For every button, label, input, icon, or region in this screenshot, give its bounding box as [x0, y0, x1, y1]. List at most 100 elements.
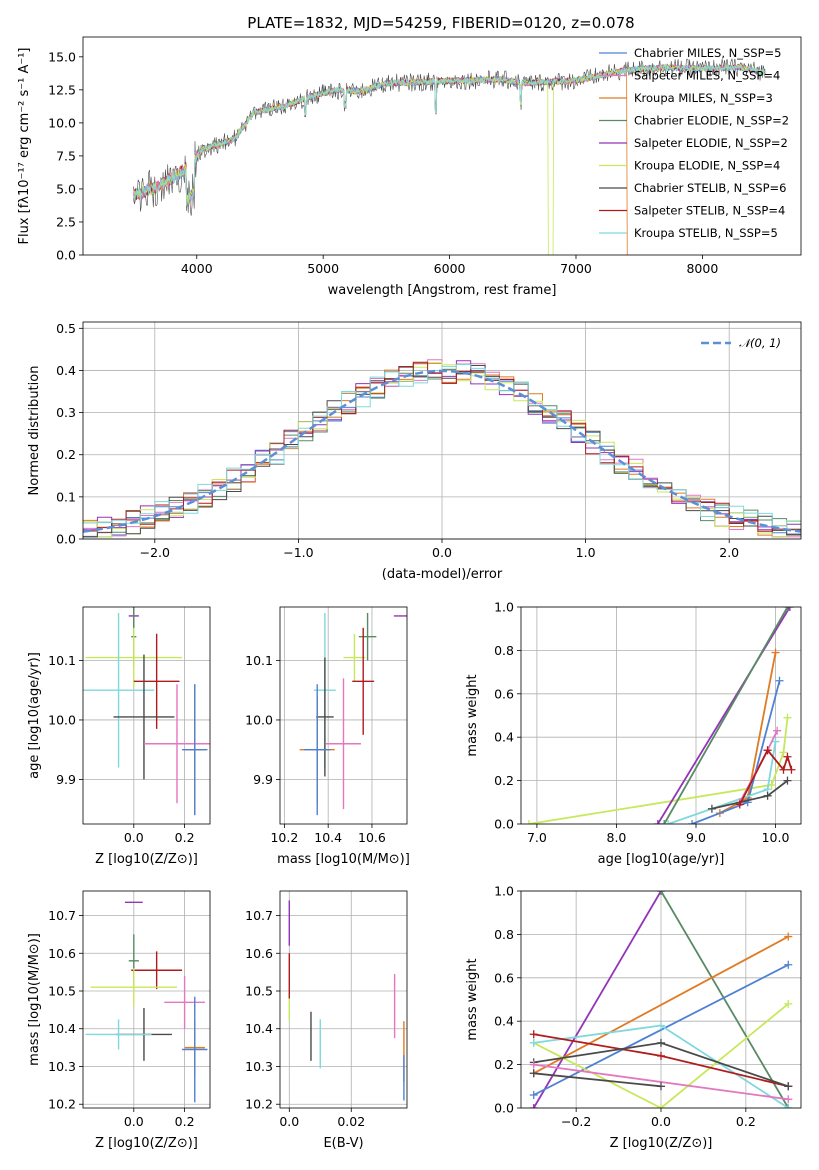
- panel-mass-vs-z: 0.0 0.2 10.2 10.3 10.4 10.5 10.6 10.7 Z [log10(Z…: [27, 890, 211, 1151]
- x-tick-label: 4000: [181, 261, 213, 276]
- weight-marker: [771, 737, 780, 746]
- weight-marker: [529, 1069, 538, 1078]
- chart-panels: 4000 5000 6000 7000 8000 0.0 2.5 5.0 7.5 10.0 12.5…: [17, 36, 802, 1151]
- weight-marker: [735, 800, 744, 809]
- panel-spectrum: 4000 5000 6000 7000 8000 0.0 2.5 5.0 7.5 10.0 12.5…: [17, 36, 802, 298]
- y-tick-label: 10.0: [245, 712, 273, 727]
- weight-marker: [783, 776, 792, 785]
- y-axis-label: mass weight: [465, 958, 480, 1040]
- plot-area: [83, 359, 801, 538]
- legend-entry: Kroupa STELIB, N_SSP=5: [634, 226, 778, 240]
- y-tick-label: 10.1: [48, 653, 76, 668]
- x-axis-label: mass [log10(M/M⊙)]: [277, 852, 410, 867]
- legend-entry: Kroupa MILES, N_SSP=3: [634, 91, 773, 105]
- weight-marker: [653, 820, 662, 824]
- weight-marker: [660, 820, 669, 824]
- residual-histogram-8: [83, 364, 801, 527]
- panel-age-vs-z: 0.0 0.2 9.9 10.0 10.1 Z [log10(Z/Z⊙)] age [log…: [27, 606, 211, 867]
- weight-marker: [784, 999, 793, 1008]
- y-tick-label: 10.6: [48, 946, 76, 961]
- y-tick-label: 10.2: [245, 1097, 273, 1112]
- axes-frame: [520, 606, 802, 825]
- x-tick-label: 2.0: [719, 545, 739, 560]
- weight-series-line: [533, 935, 789, 1075]
- x-axis-label: Z [log10(Z/Z⊙)]: [95, 1136, 198, 1151]
- x-tick-label: 0.0: [279, 1114, 299, 1129]
- y-tick-label: 0.2: [494, 1057, 514, 1072]
- residual-histogram-5: [83, 362, 801, 538]
- weight-marker: [784, 960, 793, 969]
- y-tick-label: 0.4: [56, 363, 76, 378]
- y-tick-label: 10.4: [245, 1021, 273, 1036]
- y-tick-label: 0.8: [494, 643, 514, 658]
- x-tick-label: 0.0: [432, 545, 452, 560]
- y-tick-label: 0.8: [494, 927, 514, 942]
- weight-marker: [657, 1104, 665, 1108]
- y-tick-label: 0.6: [494, 686, 514, 701]
- y-tick-label: 10.0: [48, 712, 76, 727]
- weight-marker: [784, 1104, 793, 1108]
- x-tick-label: 1.0: [576, 545, 596, 560]
- weight-marker: [784, 932, 793, 941]
- axes-frame: [279, 606, 408, 825]
- weight-series-line: [528, 717, 789, 824]
- legend-entry: Salpeter MILES, N_SSP=4: [634, 69, 780, 83]
- x-tick-label: −2.0: [140, 545, 170, 560]
- y-tick-label: 0.0: [494, 817, 514, 832]
- legend-entry: Kroupa ELODIE, N_SSP=4: [634, 159, 780, 173]
- x-axis-label: Z [log10(Z/Z⊙)]: [95, 852, 198, 867]
- y-tick-label: 10.4: [48, 1021, 76, 1036]
- plot-area: [529, 891, 793, 1108]
- weight-marker: [657, 1082, 665, 1091]
- x-axis-label: E(B-V): [323, 1136, 363, 1151]
- panel-massweight-vs-z: −0.2 0.0 0.2 0.0 0.2 0.4 0.6 0.8 1.0 Z [log10(Z/Z…: [465, 884, 802, 1151]
- weight-marker: [529, 1104, 538, 1108]
- y-axis-label: Normed distribution: [27, 366, 42, 496]
- x-tick-label: 0.0: [124, 830, 144, 845]
- y-tick-label: 9.9: [253, 772, 273, 787]
- weight-marker: [771, 648, 780, 657]
- axes-frame: [82, 36, 802, 256]
- y-tick-label: 10.2: [48, 1097, 76, 1112]
- weight-series-line: [533, 1003, 789, 1108]
- x-tick-label: 0.2: [736, 1114, 756, 1129]
- y-tick-label: 10.1: [245, 653, 273, 668]
- x-axis-label: (data-model)/error: [382, 567, 503, 582]
- y-axis-label: Flux [fλ10⁻¹⁷ erg cm⁻² s⁻¹ A⁻¹]: [17, 48, 32, 245]
- y-tick-label: 0.0: [56, 248, 76, 263]
- y-tick-label: 0.4: [494, 730, 514, 745]
- x-tick-label: 7000: [560, 261, 592, 276]
- weight-marker: [785, 607, 794, 611]
- panel-massweight-vs-age: 7.0 8.0 9.0 10.0 0.0 0.2 0.4 0.6 0.8 1.0 age [log1…: [465, 600, 802, 867]
- weight-marker: [657, 1038, 665, 1047]
- gaussian-curve: [83, 369, 801, 533]
- x-tick-label: −1.0: [283, 545, 313, 560]
- weight-series-line: [660, 891, 790, 1108]
- y-tick-label: 10.7: [48, 908, 76, 923]
- y-tick-label: 0.2: [494, 773, 514, 788]
- y-tick-label: 0.2: [56, 447, 76, 462]
- x-tick-label: −0.2: [561, 1114, 591, 1129]
- axes-frame: [82, 606, 211, 825]
- x-tick-label: 8000: [686, 261, 718, 276]
- weight-series-line: [532, 891, 662, 1108]
- weight-marker: [524, 820, 533, 824]
- weight-series-line: [533, 1072, 662, 1088]
- axes-frame: [520, 890, 802, 1109]
- panel-age-vs-mass: 10.2 10.4 10.6 9.9 10.0 10.1 mass [log10(M/M⊙)…: [245, 606, 410, 867]
- y-tick-label: 0.1: [56, 489, 76, 504]
- x-tick-label: 10.6: [358, 830, 386, 845]
- legend-entry: Salpeter STELIB, N_SSP=4: [634, 204, 785, 218]
- weight-series-line: [663, 607, 789, 824]
- y-tick-label: 10.3: [48, 1059, 76, 1074]
- y-tick-label: 0.0: [494, 1101, 514, 1116]
- legend-entry: Chabrier STELIB, N_SSP=6: [634, 181, 786, 195]
- panel-residuals: −2.0 −1.0 0.0 1.0 2.0 0.0 0.1 0.2 0.3 0.4 0.5 (data…: [27, 321, 802, 582]
- x-tick-label: 10.2: [270, 830, 298, 845]
- x-axis-label: age [log10(age/yr)]: [598, 852, 725, 867]
- weight-marker: [784, 1095, 793, 1104]
- y-tick-label: 15.0: [48, 49, 76, 64]
- plot-area: [83, 607, 210, 816]
- weight-series-line: [533, 1063, 789, 1101]
- legend-gaussian: 𝒩(0, 1): [739, 336, 781, 350]
